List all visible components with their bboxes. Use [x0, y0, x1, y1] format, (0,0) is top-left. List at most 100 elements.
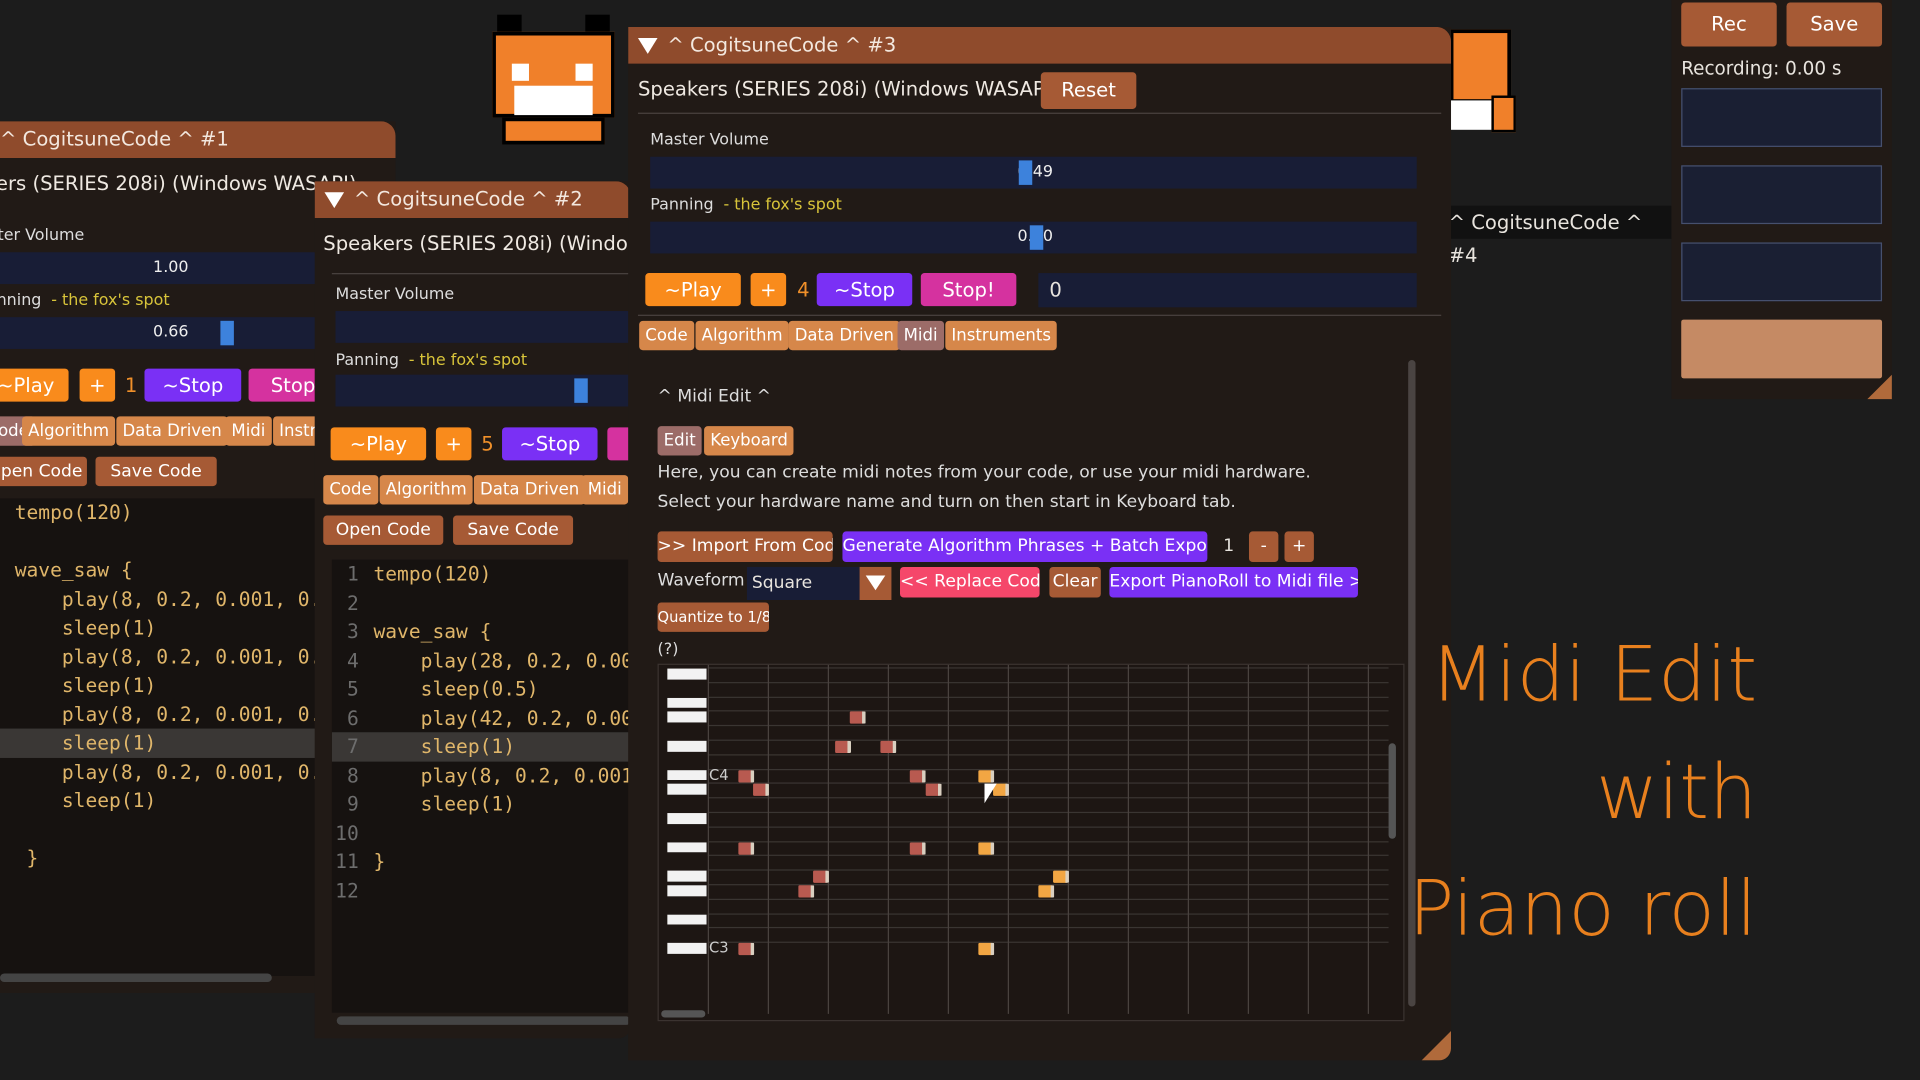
midi-note[interactable]: [1052, 870, 1069, 884]
tab-code[interactable]: Code: [639, 320, 694, 351]
collapse-icon[interactable]: [324, 192, 345, 209]
open-code-button[interactable]: Open Code: [0, 456, 87, 487]
slider-grab[interactable]: [1018, 160, 1033, 185]
midi-note[interactable]: [850, 711, 867, 725]
help-icon[interactable]: (?): [657, 640, 679, 659]
replace-code-button[interactable]: << Replace Code: [900, 566, 1040, 598]
track-thumb[interactable]: [1681, 242, 1883, 302]
tab-data-driven[interactable]: Data Driven: [116, 416, 228, 446]
code-line[interactable]: 13 }: [0, 844, 316, 873]
track-thumb[interactable]: [1681, 319, 1883, 379]
stop-now-button[interactable]: Stop!: [920, 273, 1017, 307]
scrollbar[interactable]: [336, 1016, 631, 1025]
add-button[interactable]: +: [435, 427, 472, 461]
midi-note[interactable]: [812, 870, 829, 884]
midi-note[interactable]: [977, 943, 994, 956]
code-line[interactable]: 12: [0, 815, 316, 844]
code-line[interactable]: 7 sleep(1): [331, 732, 631, 762]
panel-scrollbar[interactable]: [1408, 360, 1416, 1007]
resize-handle[interactable]: [1867, 374, 1892, 400]
midi-note[interactable]: [977, 769, 994, 782]
midi-note[interactable]: [737, 841, 754, 855]
track-thumb[interactable]: [1681, 88, 1883, 147]
chevron-down-icon[interactable]: [859, 566, 892, 601]
value-field[interactable]: 0: [1038, 273, 1417, 308]
code-line[interactable]: 5 sleep(1): [0, 613, 316, 642]
code-line[interactable]: 11 sleep(1): [0, 786, 316, 815]
code-line[interactable]: 2: [0, 527, 316, 556]
open-code-button[interactable]: Open Code: [323, 515, 444, 545]
export-midi-button[interactable]: Export PianoRoll to Midi file >>: [1109, 566, 1358, 598]
tab-code[interactable]: Code: [323, 475, 378, 505]
master-volume-slider[interactable]: [335, 311, 631, 343]
play-button[interactable]: ~Play: [330, 427, 427, 461]
code-line[interactable]: 7 sleep(1): [0, 671, 316, 700]
code-line[interactable]: 9 sleep(1): [0, 728, 316, 758]
decrement-button[interactable]: -: [1248, 531, 1279, 563]
code-line[interactable]: 12: [332, 876, 631, 905]
midi-note[interactable]: [737, 769, 754, 782]
stop-button[interactable]: ~Stop: [502, 427, 598, 461]
quantize-button[interactable]: Quantize to 1/8: [657, 602, 769, 632]
save-code-button[interactable]: Save Code: [95, 456, 217, 487]
panning-slider[interactable]: [335, 374, 631, 407]
code-line[interactable]: 11}: [332, 847, 631, 876]
midi-note[interactable]: [737, 943, 754, 956]
code-line[interactable]: 4 play(28, 0.2, 0.001, 0.65, 90): [332, 646, 631, 675]
midi-note[interactable]: [977, 841, 994, 855]
reset-button[interactable]: Reset: [1040, 72, 1137, 109]
tab-algorithm[interactable]: Algorithm: [695, 320, 789, 351]
code-editor[interactable]: 1 tempo(120) 2 3 wave_saw {4 play(28, 0.2, 0…: [331, 559, 631, 1013]
tab-data-driven[interactable]: Data Driven: [473, 475, 586, 505]
code-line[interactable]: 6 play(8, 0.2, 0.001, 0.65, 90): [0, 642, 316, 671]
code-line[interactable]: 2: [332, 588, 631, 617]
piano-roll[interactable]: C4 C3: [657, 663, 1405, 1022]
midi-note[interactable]: [835, 740, 852, 754]
window-3-titlebar[interactable]: ^ CogitsuneCode ^ #3: [628, 26, 1452, 64]
code-line[interactable]: 14: [0, 872, 316, 901]
tab-midi[interactable]: Midi: [581, 475, 628, 505]
stop-button[interactable]: ~Stop: [816, 273, 913, 307]
panning-slider[interactable]: 0.50: [650, 221, 1417, 254]
panning-slider[interactable]: 0.66: [0, 317, 368, 349]
clear-button[interactable]: Clear: [1049, 566, 1101, 598]
midi-note[interactable]: [925, 784, 942, 797]
midi-note[interactable]: [1037, 885, 1054, 898]
import-from-code-button[interactable]: >> Import From Code: [657, 531, 833, 563]
code-line[interactable]: 4 play(8, 0.2, 0.001, 0.65, 90): [0, 585, 316, 614]
code-line[interactable]: 10: [332, 819, 631, 848]
save-code-button[interactable]: Save Code: [453, 515, 574, 545]
window-1-titlebar[interactable]: ^ CogitsuneCode ^ #1: [0, 121, 396, 158]
generate-phrases-button[interactable]: Generate Algorithm Phrases + Batch Expor…: [842, 531, 1208, 563]
stop-now-button[interactable]: [607, 427, 631, 461]
code-line[interactable]: 10 play(8, 0.2, 0.001, 0.65, 90): [0, 757, 316, 786]
tab-midi[interactable]: Midi: [897, 320, 944, 351]
tab-data-driven[interactable]: Data Driven: [788, 320, 901, 351]
play-button[interactable]: ~Play: [0, 368, 69, 402]
resize-handle[interactable]: [1421, 1031, 1452, 1061]
master-volume-slider[interactable]: 1.00: [0, 252, 368, 285]
tab-midi[interactable]: Midi: [225, 416, 272, 446]
add-button[interactable]: +: [750, 273, 787, 307]
play-button[interactable]: ~Play: [645, 273, 741, 307]
code-line[interactable]: 8 play(8, 0.2, 0.001, 0.65, 90): [0, 700, 316, 729]
midi-note[interactable]: [880, 740, 897, 754]
subtab-edit[interactable]: Edit: [657, 426, 702, 456]
tab-instruments[interactable]: Instruments: [945, 320, 1058, 351]
increment-button[interactable]: +: [1284, 531, 1314, 563]
window-2-titlebar[interactable]: ^ CogitsuneCode ^ #2: [314, 181, 631, 218]
code-line[interactable]: 8 play(8, 0.2, 0.001, 0.65, 90): [332, 761, 631, 790]
tab-algorithm[interactable]: Algorithm: [379, 475, 473, 505]
slider-grab[interactable]: [574, 378, 588, 403]
midi-note[interactable]: [797, 885, 814, 898]
tab-algorithm[interactable]: Algorithm: [22, 416, 116, 446]
slider-grab[interactable]: [220, 320, 234, 346]
code-line[interactable]: 6 play(42, 0.2, 0.001, 0.65, 90): [332, 703, 631, 732]
add-button[interactable]: +: [79, 368, 116, 402]
midi-note[interactable]: [910, 769, 927, 782]
